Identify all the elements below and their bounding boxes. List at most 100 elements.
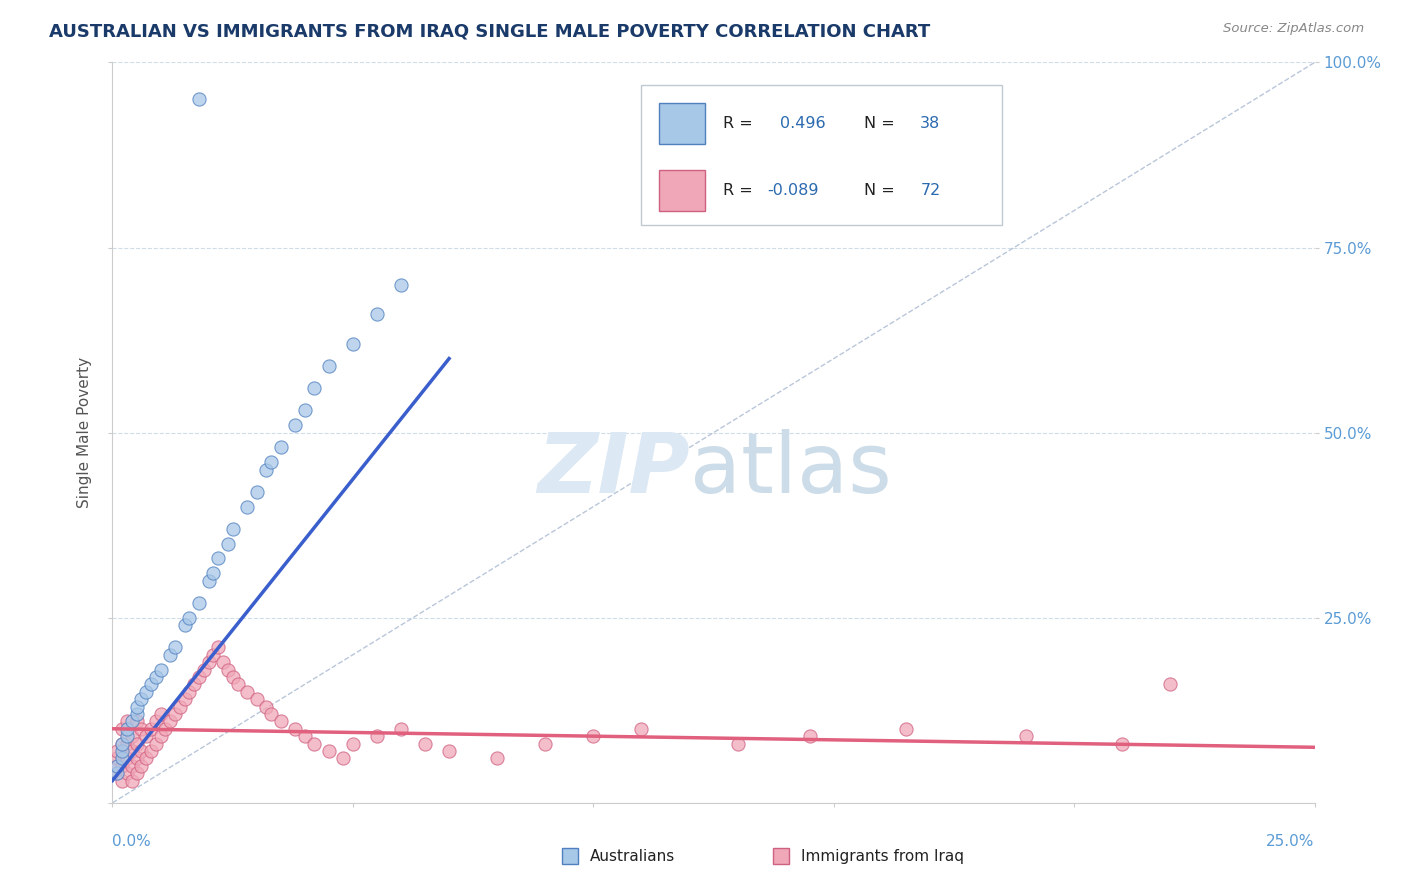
Point <box>1111 737 1133 751</box>
Point <box>163 706 186 721</box>
Point <box>131 722 153 736</box>
Point <box>318 744 340 758</box>
Y-axis label: Single Male Poverty: Single Male Poverty <box>77 357 93 508</box>
Point <box>115 714 138 729</box>
FancyBboxPatch shape <box>641 85 1002 226</box>
Point <box>159 714 181 729</box>
Point <box>207 551 229 566</box>
Point <box>270 714 292 729</box>
Point <box>111 737 134 751</box>
Point <box>727 737 749 751</box>
Point <box>115 766 138 780</box>
Text: 25.0%: 25.0% <box>1267 834 1315 849</box>
Point <box>139 722 162 736</box>
Point <box>131 692 153 706</box>
Text: N =: N = <box>863 116 894 131</box>
Point <box>304 737 326 751</box>
Point <box>183 677 205 691</box>
Point <box>169 699 191 714</box>
Point <box>193 663 215 677</box>
Point <box>236 685 259 699</box>
Point <box>115 722 138 736</box>
Point <box>135 729 157 743</box>
Point <box>254 699 277 714</box>
Point <box>389 722 412 736</box>
Point <box>125 737 148 751</box>
Point <box>173 692 195 706</box>
Point <box>105 751 128 765</box>
Point <box>105 766 128 780</box>
Point <box>486 751 509 765</box>
Point <box>318 359 340 373</box>
Point <box>145 670 167 684</box>
Text: ZIP: ZIP <box>537 429 689 510</box>
Point <box>145 737 167 751</box>
Point <box>217 536 239 550</box>
Text: -0.089: -0.089 <box>768 183 820 198</box>
Text: Source: ZipAtlas.com: Source: ZipAtlas.com <box>1223 22 1364 36</box>
Point <box>342 737 364 751</box>
Point <box>630 722 652 736</box>
Point <box>149 706 172 721</box>
Point <box>139 744 162 758</box>
Point <box>179 685 201 699</box>
Point <box>125 766 148 780</box>
Point <box>799 729 821 743</box>
Point <box>105 758 128 772</box>
Point <box>222 670 245 684</box>
Text: AUSTRALIAN VS IMMIGRANTS FROM IRAQ SINGLE MALE POVERTY CORRELATION CHART: AUSTRALIAN VS IMMIGRANTS FROM IRAQ SINGL… <box>49 22 931 40</box>
Point <box>179 610 201 624</box>
Point <box>582 729 605 743</box>
Text: R =: R = <box>723 183 752 198</box>
Point <box>197 574 219 588</box>
Point <box>246 692 269 706</box>
Point <box>131 758 153 772</box>
Point <box>111 773 134 788</box>
Point <box>294 729 316 743</box>
Point <box>188 596 211 610</box>
Point <box>254 462 277 476</box>
Point <box>135 751 157 765</box>
Point <box>121 714 143 729</box>
Point <box>105 758 128 772</box>
FancyBboxPatch shape <box>659 169 706 211</box>
Point <box>366 729 388 743</box>
Point <box>207 640 229 655</box>
Point <box>304 381 326 395</box>
Point <box>894 722 917 736</box>
Point <box>188 670 211 684</box>
Point <box>284 418 307 433</box>
Point <box>1159 677 1181 691</box>
Point <box>111 751 134 765</box>
Point <box>121 758 143 772</box>
Point <box>413 737 436 751</box>
Point <box>163 640 186 655</box>
Point <box>202 648 225 662</box>
Point <box>111 737 134 751</box>
Text: Australians: Australians <box>589 849 675 863</box>
Point <box>155 722 177 736</box>
Text: Immigrants from Iraq: Immigrants from Iraq <box>800 849 963 863</box>
Point <box>236 500 259 514</box>
Point <box>366 307 388 321</box>
Point <box>1015 729 1038 743</box>
Point <box>105 744 128 758</box>
Point <box>260 706 283 721</box>
Point <box>121 744 143 758</box>
Point <box>217 663 239 677</box>
Text: atlas: atlas <box>689 429 891 510</box>
Point <box>294 403 316 417</box>
Text: 38: 38 <box>921 116 941 131</box>
Point <box>188 92 211 106</box>
Point <box>437 744 460 758</box>
Point <box>125 699 148 714</box>
Point <box>135 685 157 699</box>
Point <box>260 455 283 469</box>
Point <box>115 729 138 743</box>
Point <box>159 648 181 662</box>
Point <box>212 655 235 669</box>
Text: 0.496: 0.496 <box>780 116 825 131</box>
Point <box>222 522 245 536</box>
FancyBboxPatch shape <box>659 103 706 144</box>
Point <box>125 751 148 765</box>
